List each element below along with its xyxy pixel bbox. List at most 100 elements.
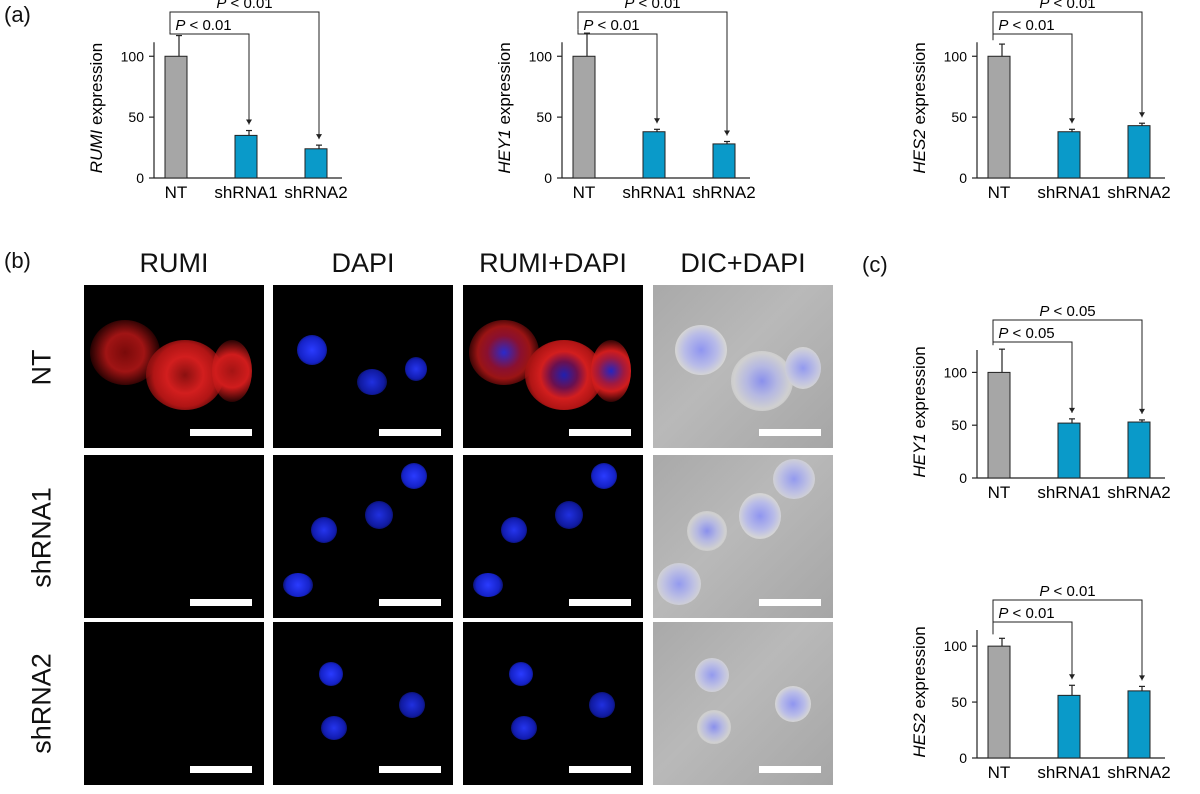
bar <box>987 645 1011 759</box>
x-tick-label: NT <box>988 183 1011 200</box>
micrograph-shrna1-rumi <box>84 455 264 618</box>
x-tick-label: NT <box>165 183 188 200</box>
x-tick-label: shRNA1 <box>214 183 277 200</box>
x-tick-label: NT <box>988 483 1011 500</box>
scale-bar <box>759 429 821 436</box>
bar <box>1057 694 1081 759</box>
y-tick-label: 50 <box>951 109 967 125</box>
micrograph-nt-rumi-dapi <box>463 285 643 448</box>
y-tick-label: 100 <box>944 364 968 380</box>
bar <box>164 55 188 179</box>
x-tick-label: shRNA1 <box>1037 483 1100 500</box>
significance-label: P < 0.01 <box>216 0 272 12</box>
significance-label: P < 0.05 <box>998 325 1054 342</box>
y-tick-label: 100 <box>121 48 145 64</box>
significance-arrow <box>724 130 730 136</box>
y-tick-label: 100 <box>944 638 968 654</box>
significance-arrow <box>1069 674 1075 680</box>
scale-bar <box>190 599 252 606</box>
micrograph-nt-rumi <box>84 285 264 448</box>
y-tick-label: 0 <box>959 750 967 766</box>
bar <box>642 131 666 179</box>
x-tick-label: NT <box>573 183 596 200</box>
x-tick-label: shRNA1 <box>1037 763 1100 780</box>
bar <box>1057 131 1081 179</box>
significance-label: P < 0.05 <box>1039 303 1095 320</box>
significance-bracket <box>169 31 250 125</box>
bar-chart-hey1-a: HEY1 expression 0 50 100 NT shRNA1 shRNA2 P < 0… <box>495 0 756 200</box>
x-tick-label: shRNA2 <box>692 183 755 200</box>
bar <box>987 371 1011 479</box>
significance-arrow <box>1069 118 1075 124</box>
scale-bar <box>379 599 441 606</box>
bar <box>1127 421 1151 479</box>
panel-label-a: (a) <box>4 2 31 27</box>
y-tick-label: 0 <box>544 170 552 186</box>
significance-arrow <box>316 134 322 140</box>
significance-bracket <box>577 11 728 136</box>
panel-label-b: (b) <box>4 248 31 273</box>
significance-arrow <box>1069 407 1075 413</box>
micrograph-shrna1-rumi-dapi <box>463 455 643 618</box>
significance-label: P < 0.01 <box>624 0 680 12</box>
significance-label: P < 0.01 <box>998 17 1054 34</box>
significance-bracket <box>992 11 1143 118</box>
micrograph-nt-dapi <box>273 285 453 448</box>
row-header-nt: NT <box>26 349 57 386</box>
x-tick-label: shRNA1 <box>1037 183 1100 200</box>
scale-bar <box>759 766 821 773</box>
y-axis-label: HEY1 expression <box>495 42 514 173</box>
column-header-rumi: RUMI <box>139 248 209 278</box>
significance-bracket <box>169 11 320 140</box>
significance-label: P < 0.01 <box>998 605 1054 622</box>
bar <box>572 55 596 179</box>
y-tick-label: 0 <box>959 470 967 486</box>
column-header-rumi-dapi: RUMI+DAPI <box>479 248 627 278</box>
x-tick-label: shRNA2 <box>1107 763 1170 780</box>
bar-chart-rumi: RUMI expression 0 50 100 NT shRNA1 shRNA2 P < 0… <box>87 0 348 200</box>
significance-arrow <box>1139 675 1145 681</box>
y-tick-label: 50 <box>951 417 967 433</box>
y-axis-label: HES2 expression <box>910 626 929 757</box>
micrograph-nt-dic-dapi <box>653 285 833 448</box>
scale-bar <box>190 766 252 773</box>
scale-bar <box>379 429 441 436</box>
significance-arrow <box>246 119 252 125</box>
bar <box>987 55 1011 179</box>
micrograph-shrna1-dapi <box>273 455 453 618</box>
bar <box>234 134 258 179</box>
bar-chart-hey1-c: HEY1 expression 0 50 100 NT shRNA1 shRNA2 P < 0… <box>910 303 1171 500</box>
significance-bracket <box>577 29 658 124</box>
row-header-shrna2: shRNA2 <box>26 653 57 754</box>
y-tick-label: 50 <box>128 109 144 125</box>
y-axis-label: RUMI expression <box>87 43 106 173</box>
x-tick-label: shRNA2 <box>1107 183 1170 200</box>
micrograph-shrna2-rumi <box>84 622 264 785</box>
scale-bar <box>569 429 631 436</box>
y-tick-label: 100 <box>944 48 968 64</box>
significance-bracket <box>992 599 1143 681</box>
significance-bracket <box>992 319 1143 414</box>
significance-arrow <box>1139 112 1145 118</box>
scale-bar <box>569 766 631 773</box>
bar-chart-hes2-a: HES2 expression 0 50 100 NT shRNA1 shRNA2 P < 0… <box>910 0 1171 200</box>
significance-label: P < 0.01 <box>1039 0 1095 12</box>
x-tick-label: shRNA1 <box>622 183 685 200</box>
scale-bar <box>190 429 252 436</box>
scale-bar <box>759 599 821 606</box>
x-tick-label: shRNA2 <box>284 183 347 200</box>
significance-label: P < 0.01 <box>175 17 231 34</box>
bar <box>1057 422 1081 479</box>
column-header-dapi: DAPI <box>331 248 395 278</box>
scale-bar <box>379 766 441 773</box>
bar <box>304 148 328 179</box>
row-header-shrna1: shRNA1 <box>26 487 57 588</box>
bar <box>1127 690 1151 759</box>
micrograph-shrna2-dapi <box>273 622 453 785</box>
y-tick-label: 50 <box>536 109 552 125</box>
y-tick-label: 100 <box>529 48 553 64</box>
y-tick-label: 0 <box>136 170 144 186</box>
micrograph-shrna2-dic-dapi <box>653 622 833 785</box>
column-header-dic-dapi: DIC+DAPI <box>680 248 806 278</box>
bar <box>1127 125 1151 179</box>
